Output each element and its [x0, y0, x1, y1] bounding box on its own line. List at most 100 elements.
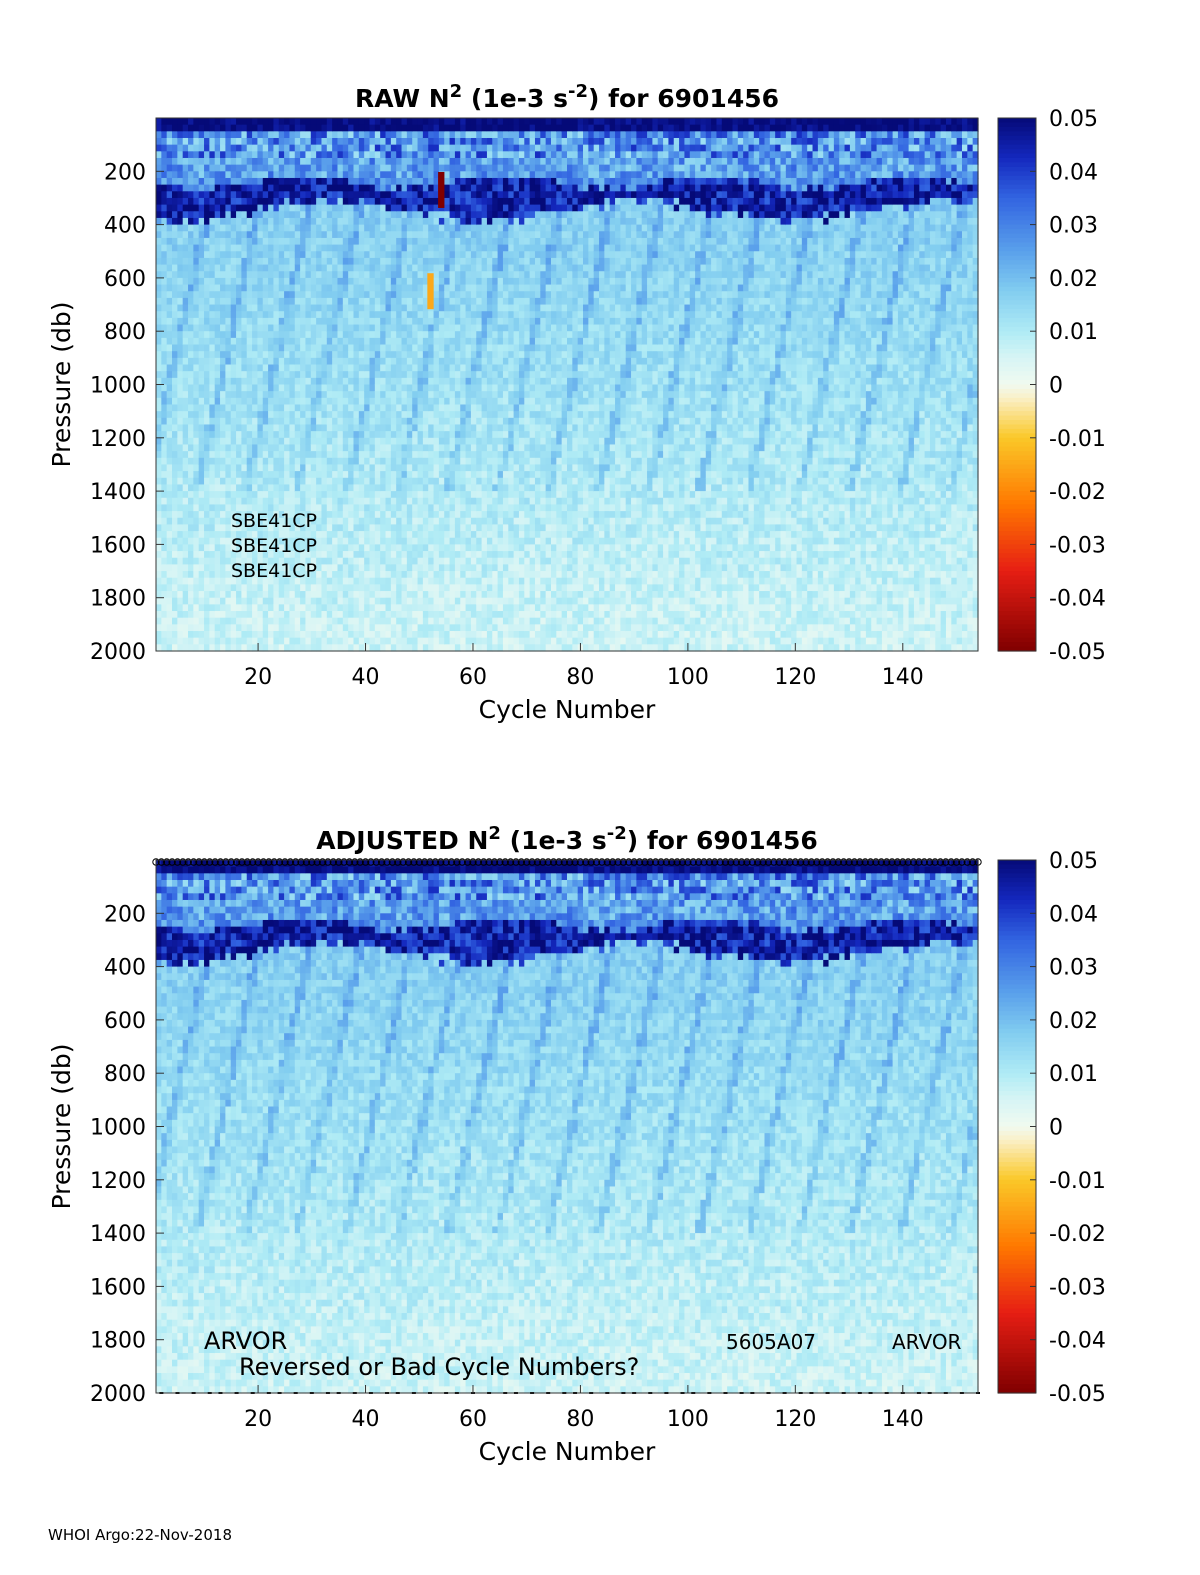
colorbar [998, 118, 1036, 652]
cycle-marker [899, 858, 907, 866]
cycle-marker [893, 858, 902, 866]
footer-credit: WHOI Argo:22-Nov-2018 [48, 1526, 232, 1544]
y-tick-label: 800 [104, 1062, 146, 1087]
colorbar-tick-label: -0.01 [1049, 427, 1106, 452]
cycle-marker [555, 858, 563, 866]
y-tick-label: 1600 [90, 1275, 146, 1300]
cycle-marker [286, 858, 295, 866]
colorbar-tick-label: 0.05 [1049, 107, 1098, 132]
cycle-marker [528, 858, 536, 866]
cycle-marker [866, 858, 875, 866]
cycle-marker [823, 858, 832, 866]
cycle-marker [345, 858, 354, 866]
cycle-marker [222, 858, 230, 866]
cycle-marker [297, 858, 305, 866]
cycle-marker [764, 858, 773, 866]
x-tick-label: 80 [566, 665, 594, 690]
cycle-marker [834, 858, 843, 866]
cycle-marker [587, 858, 595, 866]
colorbar-tick-label: 0 [1049, 374, 1063, 399]
y-tick-label: 1400 [90, 1222, 146, 1247]
cycle-marker [517, 858, 526, 866]
cycle-marker [189, 858, 198, 866]
cycle-marker [947, 858, 955, 866]
cycle-marker [958, 858, 966, 866]
cycle-marker [179, 858, 187, 866]
colorbar-tick-label: 0.02 [1049, 1009, 1098, 1034]
cycle-marker [313, 858, 321, 866]
plot-annotation: 5605A07 [726, 1330, 816, 1354]
x-tick-label: 100 [667, 665, 709, 690]
cycle-marker [807, 858, 816, 866]
sensor-annotation: SBE41CP [231, 510, 317, 532]
cycle-marker [453, 858, 461, 866]
adjusted-n2-panel: ADJUSTED N2 (1e-3 s-2) for 6901456 200 400… [0, 742, 1200, 1482]
x-tick-label: 20 [244, 665, 272, 690]
cycle-marker [603, 858, 611, 866]
x-tick-label: 40 [352, 665, 380, 690]
y-tick-label: 2000 [90, 1382, 146, 1407]
cycle-marker [394, 858, 402, 866]
cycle-marker [410, 858, 418, 866]
cycle-marker [238, 858, 246, 866]
y-tick-label: 600 [104, 1009, 146, 1034]
cycle-marker [426, 858, 434, 866]
cycle-marker [705, 858, 714, 866]
cycle-marker [168, 858, 176, 866]
cycle-marker [447, 858, 456, 866]
x-tick-label: 20 [244, 1407, 272, 1432]
cycle-marker [915, 858, 923, 866]
colorbar-tick-label: 0.04 [1049, 160, 1098, 185]
y-tick-label: 600 [104, 267, 146, 292]
cycle-marker [259, 858, 268, 866]
cycle-marker [829, 858, 837, 866]
cycle-marker [463, 858, 472, 866]
cycle-marker [968, 858, 977, 866]
cycle-marker [850, 858, 859, 866]
cycle-marker [721, 858, 730, 866]
cycle-marker [565, 858, 574, 866]
cycle-marker [759, 858, 767, 866]
y-tick-label: 400 [104, 214, 146, 239]
cycle-marker [232, 858, 241, 866]
colorbar-tick-label: 0.01 [1049, 1062, 1098, 1087]
cycle-marker [608, 858, 617, 866]
cycle-marker [533, 858, 542, 866]
colorbar-tick-label: 0.04 [1049, 902, 1098, 927]
sensor-annotation: SBE41CP [231, 560, 317, 582]
x-tick-label: 140 [882, 665, 924, 690]
x-axis-label: Cycle Number [479, 695, 656, 724]
cycle-marker [673, 858, 681, 866]
cycle-marker [845, 858, 853, 866]
cycle-marker [635, 858, 644, 866]
cycle-marker [195, 858, 203, 866]
cycle-marker [797, 858, 805, 866]
y-tick-label: 200 [104, 902, 146, 927]
cycle-marker [377, 858, 386, 866]
colorbar-tick-label: -0.04 [1049, 1329, 1106, 1354]
cycle-marker [415, 858, 423, 866]
cycle-marker [684, 858, 692, 866]
cycle-marker [474, 858, 483, 866]
cycle-marker [431, 858, 440, 866]
colorbar-tick-label: 0.05 [1049, 849, 1098, 874]
cycle-marker [775, 858, 783, 866]
cycle-marker [651, 858, 660, 866]
heatmap-cells [156, 860, 979, 1394]
cycle-marker [694, 858, 703, 866]
cycle-marker [743, 858, 751, 866]
cycle-marker [458, 858, 466, 866]
plot-annotation: Reversed or Bad Cycle Numbers? [239, 1353, 639, 1381]
cycle-marker [270, 858, 278, 866]
cycle-marker [329, 858, 337, 866]
cycle-marker [254, 858, 262, 866]
cycle-marker [619, 858, 628, 866]
outlier-cell [438, 171, 445, 208]
plot-annotation: ARVOR [892, 1330, 962, 1354]
y-tick-label: 1800 [90, 587, 146, 612]
cycle-marker [754, 858, 762, 866]
cycle-marker [963, 858, 971, 866]
cycle-marker [265, 858, 273, 866]
cycle-marker [383, 858, 391, 866]
raw-n2-panel: RAW N2 (1e-3 s-2) for 6901456 200 400 600 80… [0, 0, 1200, 740]
